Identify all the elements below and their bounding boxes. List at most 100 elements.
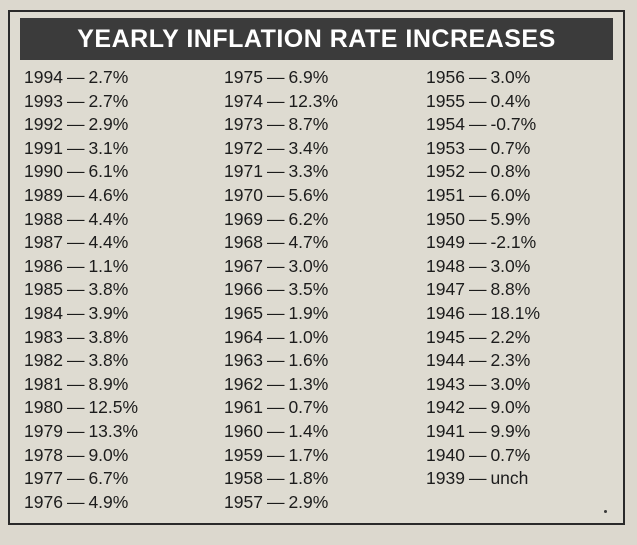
dash-separator: —: [468, 350, 487, 371]
list-item: 1958—1.8%: [224, 467, 338, 491]
year-label: 1959: [224, 444, 263, 465]
year-label: 1939: [426, 468, 465, 489]
year-label: 1967: [224, 255, 263, 276]
year-label: 1952: [426, 161, 465, 182]
year-label: 1964: [224, 326, 263, 347]
list-item: 1956—3.0%: [426, 66, 540, 90]
list-item: 1960—1.4%: [224, 420, 338, 444]
rate-value: 2.9%: [88, 114, 129, 135]
list-item: 1944—2.3%: [426, 349, 540, 373]
dash-separator: —: [66, 137, 85, 158]
rate-value: 4.4%: [88, 232, 129, 253]
rate-value: 4.4%: [88, 208, 129, 229]
rate-value: 1.7%: [288, 444, 329, 465]
list-item: 1990—6.1%: [24, 160, 138, 184]
rate-value: 2.7%: [88, 90, 129, 111]
year-label: 1987: [24, 232, 63, 253]
column-1975-1957: 1975—6.9% 1974—12.3% 1973—8.7% 1972—3.4% 197…: [224, 66, 338, 514]
dash-separator: —: [468, 90, 487, 111]
year-label: 1958: [224, 468, 263, 489]
rate-value: 3.0%: [490, 67, 531, 87]
list-item: 1955—0.4%: [426, 90, 540, 114]
dash-separator: —: [468, 137, 487, 158]
rate-value: 3.0%: [490, 255, 531, 276]
rate-value: 9.0%: [88, 444, 129, 465]
list-item: 1951—6.0%: [426, 184, 540, 208]
list-item: 1954— -0.7%: [426, 113, 540, 137]
list-item: 1973—8.7%: [224, 113, 338, 137]
dash-separator: —: [66, 468, 85, 489]
rate-value: 0.8%: [490, 161, 531, 182]
rate-value: 1.9%: [288, 302, 329, 323]
dash-separator: —: [468, 255, 487, 276]
year-label: 1984: [24, 302, 63, 323]
dash-separator: —: [266, 161, 285, 182]
list-item: 1975—6.9%: [224, 66, 338, 90]
dash-separator: —: [468, 184, 487, 205]
rate-value: 4.7%: [288, 232, 329, 253]
dash-separator: —: [66, 67, 85, 87]
dash-separator: —: [66, 326, 85, 347]
inflation-table-box: YEARLY INFLATION RATE INCREASES 1994—2.7…: [8, 10, 625, 525]
rate-value: 13.3%: [88, 420, 139, 441]
list-item: 1988—4.4%: [24, 208, 138, 232]
dash-separator: —: [66, 184, 85, 205]
year-label: 1957: [224, 491, 263, 512]
year-label: 1988: [24, 208, 63, 229]
list-item: 1964—1.0%: [224, 326, 338, 350]
rate-value: 6.1%: [88, 161, 129, 182]
year-label: 1945: [426, 326, 465, 347]
list-item: 1982—3.8%: [24, 349, 138, 373]
list-item: 1943—3.0%: [426, 373, 540, 397]
year-label: 1954: [426, 114, 465, 135]
year-label: 1966: [224, 279, 263, 300]
rate-value: 2.3%: [490, 350, 531, 371]
dash-separator: —: [266, 137, 285, 158]
year-label: 1962: [224, 373, 263, 394]
year-label: 1953: [426, 137, 465, 158]
list-item: 1942—9.0%: [426, 396, 540, 420]
rate-value: 6.7%: [88, 468, 129, 489]
year-label: 1972: [224, 137, 263, 158]
list-item: 1976—4.9%: [24, 491, 138, 515]
dash-separator: —: [266, 302, 285, 323]
year-label: 1991: [24, 137, 63, 158]
rate-value: 8.7%: [288, 114, 329, 135]
dash-separator: —: [266, 397, 285, 418]
rate-value: 3.0%: [490, 373, 531, 394]
dash-separator: —: [266, 326, 285, 347]
rate-value: 12.3%: [288, 90, 339, 111]
list-item: 1981—8.9%: [24, 373, 138, 397]
dash-separator: —: [468, 67, 487, 87]
rate-value: 1.4%: [288, 420, 329, 441]
dash-separator: —: [468, 302, 487, 323]
dash-separator: —: [266, 373, 285, 394]
list-item: 1966—3.5%: [224, 278, 338, 302]
list-item: 1946—18.1%: [426, 302, 540, 326]
dash-separator: —: [266, 350, 285, 371]
dash-separator: —: [266, 90, 285, 111]
year-label: 1977: [24, 468, 63, 489]
list-item: 1945—2.2%: [426, 326, 540, 350]
dash-separator: —: [266, 232, 285, 253]
rate-value: 0.4%: [490, 90, 531, 111]
list-item: 1940—0.7%: [426, 444, 540, 468]
rate-value: -2.1%: [490, 232, 537, 253]
dash-separator: —: [468, 420, 487, 441]
list-item: 1950—5.9%: [426, 208, 540, 232]
rate-value: 2.2%: [490, 326, 531, 347]
year-label: 1980: [24, 397, 63, 418]
year-label: 1956: [426, 67, 465, 87]
rate-value: 18.1%: [490, 302, 541, 323]
dash-separator: —: [468, 279, 487, 300]
dash-separator: —: [468, 397, 487, 418]
rate-value: 2.7%: [88, 67, 129, 87]
year-label: 1978: [24, 444, 63, 465]
rate-value: 2.9%: [288, 491, 329, 512]
list-item: 1965—1.9%: [224, 302, 338, 326]
rate-value: 3.1%: [88, 137, 129, 158]
year-label: 1944: [426, 350, 465, 371]
dash-separator: —: [468, 468, 487, 489]
list-item: 1969—6.2%: [224, 208, 338, 232]
rate-value: 12.5%: [88, 397, 139, 418]
